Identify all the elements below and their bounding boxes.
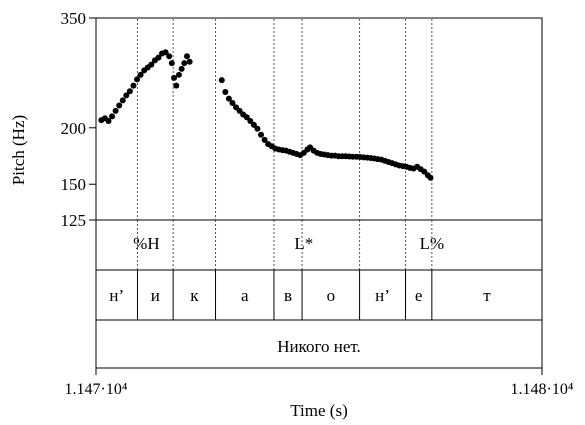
y-tick-label: 350 — [61, 9, 87, 28]
segment-label: в — [284, 286, 292, 305]
y-tick-label: 150 — [61, 175, 87, 194]
pitch-point — [123, 92, 130, 99]
pitch-point — [162, 49, 169, 56]
tone-label: %H — [133, 234, 159, 253]
segment-label: а — [241, 286, 249, 305]
pitch-point — [254, 125, 261, 132]
pitch-point — [427, 174, 434, 181]
pitch-point — [261, 136, 268, 143]
x-axis-label: Time (s) — [290, 401, 347, 420]
pitch-point — [243, 114, 250, 121]
x-tick-label-start: 1.147·10⁴ — [65, 381, 128, 398]
pitch-point — [175, 71, 182, 78]
pitch-point — [229, 99, 236, 106]
tone-label: L% — [420, 234, 445, 253]
pitch-point — [258, 131, 265, 138]
tone-label: L* — [294, 234, 313, 253]
phrase-label: Никого нет. — [277, 337, 361, 356]
pitch-point — [105, 118, 112, 125]
y-axis-label: Pitch (Hz) — [9, 115, 28, 185]
pitch-point — [116, 102, 123, 109]
segment-label: н’ — [109, 286, 124, 305]
segment-label: н’ — [375, 286, 390, 305]
pitch-point — [155, 54, 162, 61]
pitch-point — [218, 77, 225, 84]
segment-label: к — [190, 286, 199, 305]
pitch-plot-frame — [95, 17, 543, 221]
pitch-point — [148, 61, 155, 68]
pitch-point — [168, 60, 175, 67]
y-tick-label: 125 — [61, 211, 87, 230]
boundary-lines — [136, 19, 433, 220]
x-tick-label-end: 1.148·10⁴ — [511, 381, 574, 398]
segment-label: о — [327, 286, 336, 305]
segment-tier-frame — [95, 269, 543, 321]
tone-labels: %H L* L% — [133, 234, 444, 253]
pitch-point — [183, 53, 190, 60]
pitch-point — [130, 82, 137, 89]
pitch-point — [171, 74, 178, 81]
pitch-point — [109, 113, 116, 120]
tone-tier-dashes — [136, 220, 433, 270]
pitch-point — [112, 107, 119, 114]
pitch-point — [247, 118, 254, 125]
segment-label: и — [151, 286, 160, 305]
y-tick-label: 200 — [61, 119, 87, 138]
pitch-point — [119, 97, 126, 104]
pitch-point — [173, 82, 180, 89]
pitch-point — [222, 89, 229, 96]
pitch-point — [137, 71, 144, 78]
y-axis-ticks: 350 200 150 125 — [61, 9, 96, 230]
segment-label: е — [415, 286, 423, 305]
pitch-point — [225, 95, 232, 102]
pitch-point — [421, 168, 428, 175]
segment-boundaries — [136, 270, 433, 320]
pitch-point — [181, 60, 188, 67]
pitch-point — [178, 65, 185, 72]
segment-label: т — [483, 286, 491, 305]
pitch-point — [126, 88, 133, 95]
pitch-point — [134, 76, 141, 83]
pitch-points — [98, 49, 434, 181]
tone-tier-frame — [95, 219, 543, 271]
segment-labels: н’ и к а в о н’ е т — [109, 286, 491, 305]
pitch-point — [166, 53, 173, 60]
pitch-point — [186, 58, 193, 65]
pitch-point — [250, 121, 257, 128]
